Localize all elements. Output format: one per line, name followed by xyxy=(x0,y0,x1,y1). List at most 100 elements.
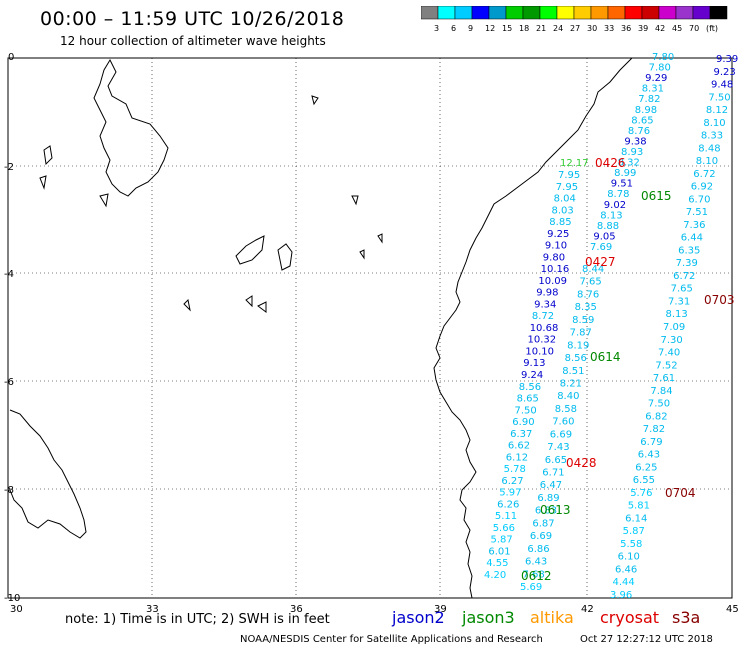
colorbar-swatch xyxy=(539,6,558,20)
colorbar-swatch xyxy=(641,6,660,20)
track-value: 9.51 xyxy=(611,179,633,190)
track-value: 7.60 xyxy=(552,417,574,428)
track-value: 10.68 xyxy=(530,323,559,334)
colorbar-swatch xyxy=(522,6,541,20)
colorbar-swatch xyxy=(505,6,524,20)
track-value: 7.87 xyxy=(570,328,592,339)
track-value: 6.69 xyxy=(550,429,572,440)
track-value: 9.34 xyxy=(534,299,556,310)
x-tick-36: 36 xyxy=(290,604,303,615)
track-value: 6.25 xyxy=(635,462,657,473)
colorbar-label: 33 xyxy=(604,24,614,33)
colorbar-label: 15 xyxy=(502,24,512,33)
small-islands xyxy=(39,95,383,313)
track-mid: 7.807.809.298.317.828.988.658.769.388.93… xyxy=(590,52,674,253)
track-value: 8.32 xyxy=(618,158,640,169)
legend-altika: altika xyxy=(530,608,574,627)
track-value: 8.78 xyxy=(607,189,629,200)
x-tick-42: 42 xyxy=(581,604,594,615)
track-value: 8.03 xyxy=(552,205,574,216)
x-tick-39: 39 xyxy=(434,604,447,615)
track-value: 9.23 xyxy=(714,67,736,78)
track-value: 6.12 xyxy=(506,452,528,463)
track-value: 9.80 xyxy=(543,252,565,263)
colorbar-swatch xyxy=(624,6,643,20)
track-value: 5.69 xyxy=(520,582,542,593)
track-left-b: 8.44 7.658.76 8.35 8.59 7.878.19 8.56 8.51 8.21… xyxy=(520,264,604,593)
track-value: 7.36 xyxy=(683,220,705,231)
track-value: 6.65 xyxy=(545,455,567,466)
colorbar-swatch xyxy=(709,6,728,20)
track-value: 9.02 xyxy=(604,200,626,211)
legend-jason2: jason2 xyxy=(392,608,445,627)
track-value: 6.72 xyxy=(693,169,715,180)
x-tick-30: 30 xyxy=(10,604,23,615)
track-value: 9.13 xyxy=(523,358,545,369)
track-value: 6.01 xyxy=(488,547,510,558)
colorbar-swatch xyxy=(421,6,439,20)
track-value: 5.81 xyxy=(628,501,650,512)
track-value: 9.29 xyxy=(645,73,667,84)
track-value: 8.72 xyxy=(532,311,554,322)
track-value: 9.38 xyxy=(624,136,646,147)
track-value: 6.89 xyxy=(537,493,559,504)
track-value: 3.96 xyxy=(610,590,632,601)
y-tick-4: -4 xyxy=(4,269,14,280)
track-value: 8.10 xyxy=(696,156,718,167)
colorbar-swatch xyxy=(573,6,592,20)
track-value: 5.66 xyxy=(493,523,515,534)
track-far-right: 9.399.239.487.508.128.108.338.488.106.72… xyxy=(610,54,738,601)
track-value: 7.43 xyxy=(547,442,569,453)
track-value: 5.97 xyxy=(499,488,521,499)
colorbar: 3 6 9 12 15 18 21 24 27 30 33 36 39 42 45 70 (ft) xyxy=(421,6,728,33)
track-value: 9.98 xyxy=(536,288,558,299)
track-value: 6.43 xyxy=(525,557,547,568)
pass-time-label: 0704 xyxy=(665,486,696,500)
track-value: 8.35 xyxy=(575,302,597,313)
track-value: 7.82 xyxy=(638,94,660,105)
colorbar-swatch xyxy=(590,6,609,20)
track-value: 8.10 xyxy=(703,118,725,129)
track-value: 10.09 xyxy=(538,276,567,287)
track-value: 7.84 xyxy=(650,386,672,397)
track-value: 6.47 xyxy=(540,480,562,491)
track-value: 7.52 xyxy=(655,360,677,371)
page-title: 00:00 – 11:59 UTC 10/26/2018 xyxy=(40,8,345,30)
pass-time-label: 0614 xyxy=(590,350,621,364)
track-value: 6.87 xyxy=(532,518,554,529)
track-value: 8.56 xyxy=(519,382,541,393)
pass-time-label: 0703 xyxy=(704,293,735,307)
x-tick-45: 45 xyxy=(726,604,739,615)
colorbar-label: 9 xyxy=(468,24,473,33)
pass-time-label: 0615 xyxy=(641,189,672,203)
track-value: 8.65 xyxy=(631,115,653,126)
colorbar-label: 45 xyxy=(672,24,682,33)
track-value: 9.48 xyxy=(711,80,733,91)
track-value: 6.69 xyxy=(530,531,552,542)
track-value: 7.40 xyxy=(658,348,680,359)
track-value: 9.05 xyxy=(593,231,615,242)
track-value: 9.24 xyxy=(521,370,543,381)
credit-text: NOAA/NESDIS Center for Satellite Applica… xyxy=(240,634,543,645)
track-value: 6.43 xyxy=(638,450,660,461)
track-value: 6.72 xyxy=(673,271,695,282)
colorbar-label: 21 xyxy=(536,24,546,33)
track-value: 7.65 xyxy=(671,284,693,295)
colorbar-label: 36 xyxy=(621,24,631,33)
y-tick-6: -6 xyxy=(4,377,14,388)
track-value: 6.79 xyxy=(640,437,662,448)
track-value: 8.93 xyxy=(621,147,643,158)
track-value: 6.82 xyxy=(645,411,667,422)
pass-time-label: 0613 xyxy=(540,503,571,517)
track-value: 7.82 xyxy=(643,424,665,435)
legend-cryosat: cryosat xyxy=(600,608,660,627)
colorbar-swatch xyxy=(454,6,473,20)
legend-jason3: jason3 xyxy=(462,608,515,627)
colorbar-label: 39 xyxy=(638,24,648,33)
track-value: 4.44 xyxy=(613,577,635,588)
y-tick-2: -2 xyxy=(4,162,14,173)
colorbar-label: 27 xyxy=(570,24,580,33)
track-value: 6.26 xyxy=(497,499,519,510)
pass-time-label: 0612 xyxy=(521,569,552,583)
colorbar-swatch xyxy=(488,6,507,20)
